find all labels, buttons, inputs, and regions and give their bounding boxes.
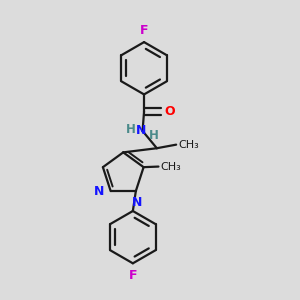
Text: N: N [132,196,142,209]
Text: CH₃: CH₃ [161,162,182,172]
Text: CH₃: CH₃ [178,140,199,150]
Text: F: F [129,269,137,282]
Text: N: N [94,184,104,198]
Text: H: H [126,123,135,136]
Text: N: N [136,124,146,137]
Text: O: O [165,105,175,118]
Text: H: H [149,129,159,142]
Text: F: F [140,24,148,37]
